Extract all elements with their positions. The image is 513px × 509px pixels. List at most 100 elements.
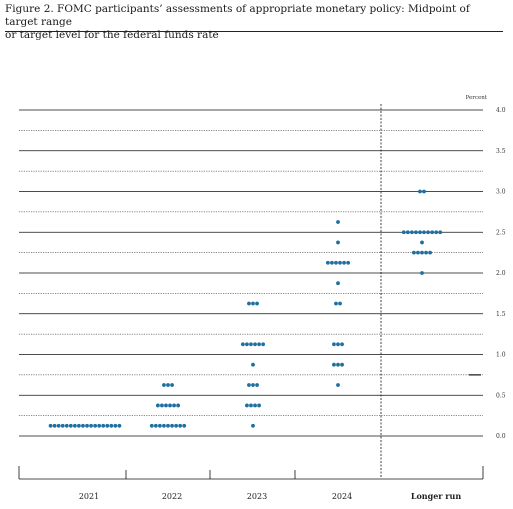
participant-dot [336,240,340,245]
participant-dot [56,423,61,428]
participant-dot [412,250,416,255]
dots [48,189,443,428]
participant-dot [251,383,255,387]
participant-dot [325,260,330,265]
unit-label: Percent [466,95,488,101]
participant-dot [424,250,428,255]
participant-dot [85,423,89,428]
participant-dot [68,423,73,428]
participant-dot [72,423,77,428]
category-label: 2023 [247,492,267,501]
participant-dot [336,220,340,224]
category-label: 2021 [79,492,99,501]
participant-dot [332,362,336,367]
participant-dot [418,189,422,194]
participant-dot [334,260,338,265]
participant-dot [340,342,344,347]
participant-dot [336,362,340,367]
participant-dot [428,250,432,255]
participant-dot [77,423,81,428]
participant-dot [117,423,122,428]
participant-dot [176,403,181,408]
y-tick-label: 2.5 [496,229,506,236]
participant-dot [97,423,102,428]
y-tick-label: 1.5 [496,311,506,318]
category-labels: 2021 2022 2023 2024 Longer run [79,491,462,501]
participant-dot [405,230,410,235]
participant-dot [257,403,261,408]
participant-dot [420,250,424,255]
participant-dot [418,230,422,235]
participant-dot [416,250,420,255]
y-tick-label: 2.0 [496,270,506,277]
participant-dot [422,230,426,235]
participant-dot [245,403,249,408]
participant-dot [149,423,154,428]
participant-dot [52,423,57,428]
participant-dot [401,230,406,235]
participant-dot [426,230,430,235]
participant-dot [253,342,257,347]
participant-dot [346,260,351,265]
title-rule [5,31,503,32]
participant-dot [168,403,172,408]
participant-dot [422,189,426,194]
participant-dot [251,301,255,306]
participant-dot [249,403,253,408]
participant-dot [170,423,174,428]
participant-dot [434,230,439,235]
y-tick-label: 3.5 [496,148,506,155]
participant-dot [438,230,443,235]
participant-dot [93,423,98,428]
participant-dot [64,423,69,428]
y-tick-label: 4.0 [496,107,506,114]
participant-dot [330,260,334,265]
participant-dot [155,403,160,408]
participant-dot [334,301,338,306]
participant-dot [162,383,166,387]
participant-dot [153,423,158,428]
participant-dot [251,423,255,428]
participant-dot [336,281,340,286]
participant-dot [261,342,266,347]
participant-dot [162,423,166,428]
figure-title: Figure 2. FOMC participants’ assessments… [5,3,470,41]
participant-dot [166,383,170,387]
participant-dot [245,342,249,347]
participant-dot [251,362,255,367]
axes [18,104,484,480]
participant-dot [420,240,424,245]
category-label: Longer run [411,491,461,501]
y-tick-label: 1.0 [496,352,506,359]
participant-dot [178,423,183,428]
y-tick-labels: 0.0 0.5 1.0 1.5 2.0 2.5 3.0 3.5 4.0 [496,107,506,440]
participant-dot [247,301,251,306]
participant-dot [113,423,118,428]
participant-dot [48,423,53,428]
participant-dot [160,403,164,408]
participant-dot [166,423,170,428]
participant-dot [430,230,435,235]
participant-dot [338,260,342,265]
participant-dot [336,383,340,387]
grid-lines [19,109,483,437]
participant-dot [240,342,245,347]
participant-dot [253,403,257,408]
participant-dot [105,423,110,428]
y-tick-label: 0.0 [496,433,506,440]
participant-dot [89,423,93,428]
participant-dot [332,342,336,347]
y-tick-label: 3.0 [496,189,506,196]
participant-dot [420,271,424,275]
participant-dot [340,362,344,367]
participant-dot [101,423,106,428]
participant-dot [170,383,174,387]
category-label: 2024 [332,492,352,501]
participant-dot [257,342,261,347]
y-tick-label: 0.5 [496,392,506,399]
category-label: 2022 [162,492,182,501]
participant-dot [249,342,253,347]
participant-dot [336,342,340,347]
participant-dot [109,423,114,428]
participant-dot [164,403,168,408]
